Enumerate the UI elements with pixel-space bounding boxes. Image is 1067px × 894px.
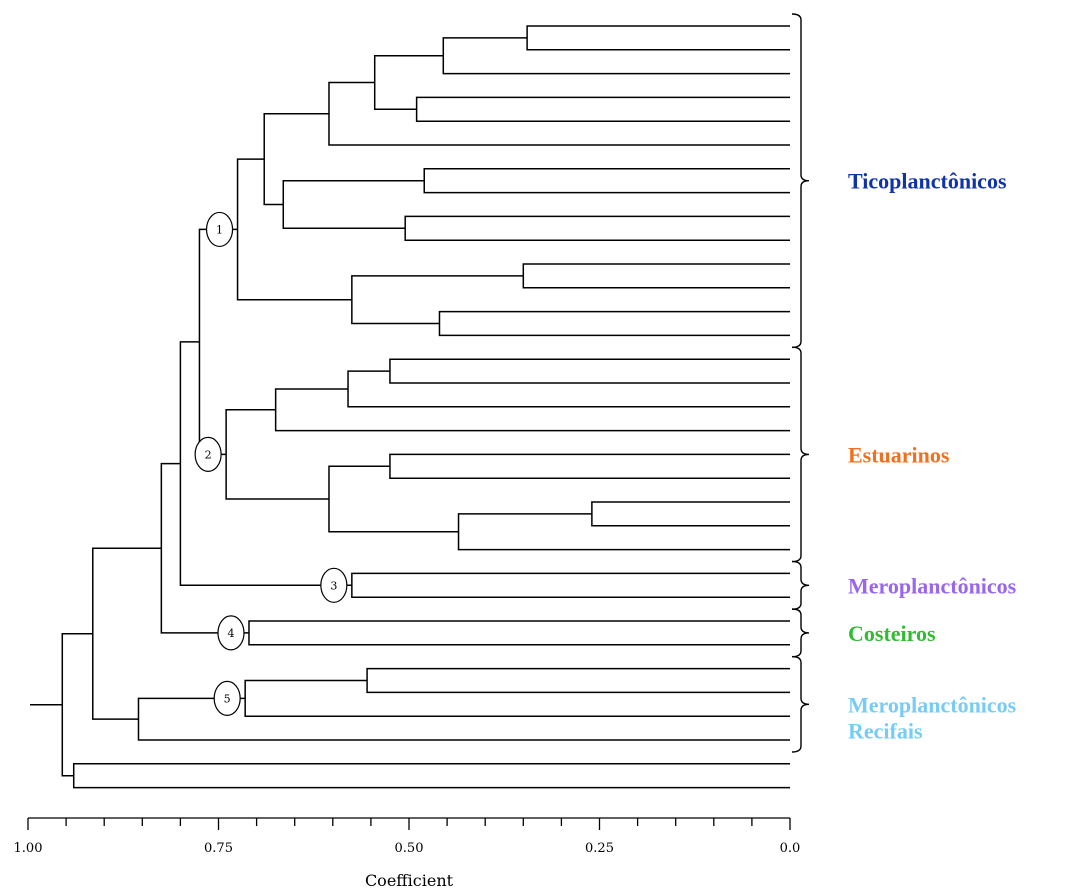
group-brace bbox=[791, 560, 810, 610]
cluster-node-circle bbox=[213, 680, 241, 716]
branch-m11 bbox=[438, 310, 790, 337]
cluster-node-label: 2 bbox=[205, 448, 212, 461]
x-tick-label: 0.25 bbox=[585, 841, 614, 856]
cluster-node-label: 1 bbox=[216, 223, 223, 236]
cluster-node-circle bbox=[205, 211, 234, 248]
branch-m12 bbox=[351, 275, 524, 325]
branch-m31 bbox=[72, 763, 790, 789]
cluster-node-label: 5 bbox=[224, 692, 231, 705]
branch-m22 bbox=[198, 228, 238, 456]
branch-m01 bbox=[526, 25, 790, 51]
x-axis-ticks: 1.00 0.75 0.50 0.25 0.0 bbox=[14, 818, 801, 856]
branch-m25 bbox=[248, 620, 790, 646]
branch-m23 bbox=[351, 572, 790, 598]
group-labels: Ticoplanctônicos Estuarinos Meroplanctônic… bbox=[848, 169, 1017, 744]
branch-m07 bbox=[404, 215, 790, 241]
x-tick-label: 0.75 bbox=[204, 841, 233, 856]
group-label: Recifais bbox=[848, 718, 923, 743]
branch-m06 bbox=[423, 168, 790, 194]
branch-m18 bbox=[591, 501, 790, 527]
x-tick-label: 0.50 bbox=[395, 841, 424, 856]
cluster-node-circle bbox=[194, 436, 222, 472]
branch-m17 bbox=[389, 453, 790, 479]
group-brace bbox=[791, 655, 810, 753]
x-tick-label: 0.0 bbox=[780, 841, 801, 856]
branch-m08 bbox=[282, 179, 425, 230]
cluster-node-label: 3 bbox=[330, 579, 337, 592]
branch-m02 bbox=[442, 37, 790, 75]
group-brace bbox=[791, 13, 810, 349]
cluster-node-markers: 1 2 3 4 5 bbox=[194, 211, 348, 716]
cluster-node-circle bbox=[320, 567, 348, 603]
x-axis-title: Coefficient bbox=[365, 871, 454, 890]
branch-m20 bbox=[328, 465, 459, 533]
branch-m05 bbox=[328, 81, 790, 146]
group-label: Ticoplanctônicos bbox=[848, 169, 1007, 194]
branch-m28 bbox=[244, 679, 790, 717]
branch-m30 bbox=[92, 547, 162, 720]
branch-m19 bbox=[457, 513, 790, 551]
branch-m21 bbox=[225, 409, 329, 500]
dendrogram-branches bbox=[30, 25, 790, 789]
branch-m10 bbox=[522, 263, 790, 289]
branch-m15 bbox=[347, 370, 790, 408]
group-brace bbox=[791, 346, 810, 563]
x-axis: 1.00 0.75 0.50 0.25 0.0 Coefficient bbox=[14, 817, 801, 890]
branch-m32 bbox=[61, 632, 93, 777]
x-tick-label: 1.00 bbox=[14, 841, 43, 856]
cluster-node-circle bbox=[217, 615, 245, 651]
group-label: Meroplanctônicos bbox=[848, 692, 1017, 717]
branch-m04 bbox=[373, 55, 444, 111]
group-label: Meroplanctônicos bbox=[848, 573, 1017, 598]
branch-m16 bbox=[274, 388, 790, 432]
branch-m27 bbox=[366, 667, 790, 694]
branch-m09 bbox=[263, 113, 329, 206]
branch-m03 bbox=[415, 96, 790, 122]
branch-m26 bbox=[160, 462, 249, 634]
group-brace bbox=[791, 608, 810, 658]
group-braces bbox=[791, 13, 810, 753]
group-label: Estuarinos bbox=[848, 442, 950, 467]
branch-m14 bbox=[389, 358, 790, 384]
group-label: Costeiros bbox=[848, 621, 936, 646]
cluster-node-label: 4 bbox=[227, 627, 234, 640]
